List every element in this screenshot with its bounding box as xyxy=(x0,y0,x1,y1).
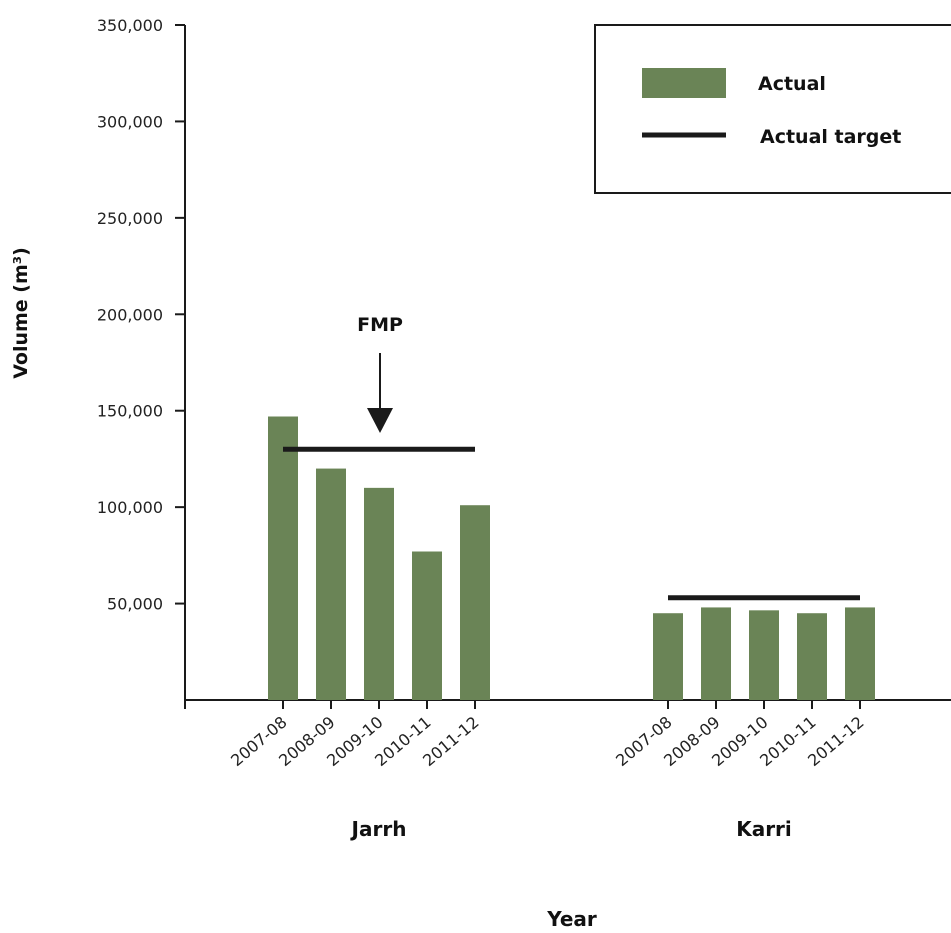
legend-swatch-actual xyxy=(642,68,726,98)
bar-jarrh-2011-12 xyxy=(460,505,490,700)
legend-label-actual: Actual xyxy=(758,73,826,95)
y-tick-label: 350,000 xyxy=(97,16,163,35)
legend-box xyxy=(594,24,951,194)
bar-karri-2009-10 xyxy=(749,610,779,700)
y-tick-label: 300,000 xyxy=(97,112,163,131)
bar-jarrh-2008-09 xyxy=(316,468,346,700)
bar-jarrh-2009-10 xyxy=(364,487,394,700)
y-tick-label: 100,000 xyxy=(97,498,163,517)
group-label-jarrh: Jarrh xyxy=(350,817,407,841)
bar-karri-2007-08 xyxy=(653,613,683,700)
y-tick-label: 150,000 xyxy=(97,402,163,421)
bar-jarrh-2010-11 xyxy=(412,551,442,700)
x-axis-title: Year xyxy=(546,907,597,931)
fmp-arrow-head xyxy=(367,408,393,433)
y-ticks: 50,000 100,000 150,000 200,000 250,000 300,00… xyxy=(97,16,185,614)
bar-karri-2011-12 xyxy=(845,607,875,700)
group-label-karri: Karri xyxy=(736,817,792,841)
y-tick-label: 200,000 xyxy=(97,305,163,324)
target-lines xyxy=(283,446,860,601)
bar-jarrh-2007-08 xyxy=(268,416,298,700)
bar-karri-2010-11 xyxy=(797,613,827,700)
y-axis-title: Volume (m³) xyxy=(10,247,32,379)
bar-karri-2008-09 xyxy=(701,607,731,700)
y-tick-label: 50,000 xyxy=(107,595,163,614)
fmp-annotation-label: FMP xyxy=(357,314,403,336)
legend-label-actual-target: Actual target xyxy=(760,126,901,148)
bars xyxy=(268,416,875,700)
y-tick-label: 250,000 xyxy=(97,209,163,228)
